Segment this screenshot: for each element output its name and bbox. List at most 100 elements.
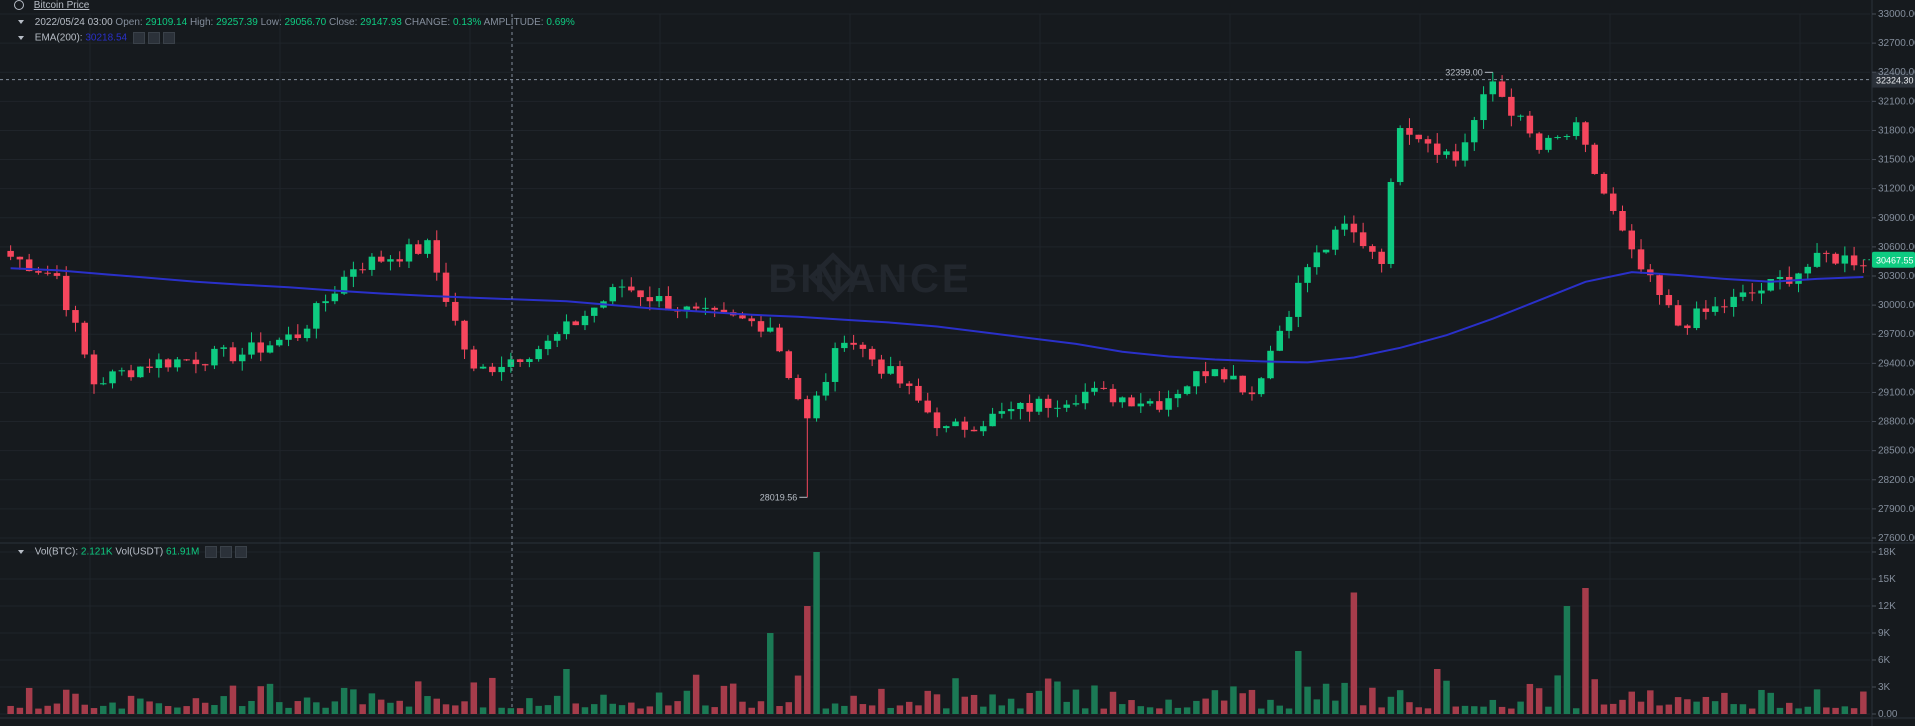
y-tick-label: 27900.00 [1878, 504, 1915, 515]
crosshair-price-label: 32324.30 [1876, 76, 1914, 86]
volume-bar [1693, 701, 1700, 714]
change-value: 0.13% [452, 17, 482, 28]
volume-bar [507, 708, 515, 714]
volume-bar [943, 708, 950, 714]
ema-visibility-icon[interactable] [132, 32, 145, 44]
candle [53, 273, 61, 276]
candle [868, 348, 876, 360]
candle [850, 342, 857, 345]
vol-tick-label: 0.00 [1878, 709, 1898, 720]
candle [794, 378, 802, 400]
volume-bar [757, 701, 765, 714]
volume-bar [989, 694, 996, 714]
candle [1183, 386, 1191, 394]
volume-bar [1007, 698, 1015, 714]
candle [1813, 252, 1821, 267]
volume-bar [683, 690, 691, 714]
volume-bar [498, 707, 505, 714]
volume-bar [1248, 689, 1256, 714]
volume-bar [887, 707, 894, 714]
chart-settings-icon[interactable] [14, 0, 24, 11]
ema-settings-icon[interactable] [147, 32, 160, 44]
volume-bar [155, 703, 163, 714]
volume-bar [1850, 708, 1858, 714]
candle [822, 381, 830, 396]
volume-bar [1424, 708, 1432, 714]
candle [220, 347, 227, 349]
volume-bar [377, 699, 385, 714]
volume-bar [1387, 696, 1395, 714]
vol-settings-icon[interactable] [220, 546, 233, 558]
volume-bar [1832, 707, 1839, 714]
candle [581, 315, 589, 326]
vol-close-icon[interactable] [235, 546, 248, 558]
volume-bar [489, 677, 496, 714]
volume-bar [1081, 708, 1089, 714]
volume-bar [1591, 679, 1598, 714]
volume-bar [303, 697, 311, 714]
candle [25, 259, 33, 272]
close-value: 29147.93 [360, 17, 402, 28]
volume-bar [1628, 691, 1636, 714]
candle [452, 301, 459, 321]
volume-bar [1471, 706, 1478, 714]
volume-bar [526, 698, 533, 714]
volume-bar [1776, 707, 1784, 714]
vol-btc-value: 2.121K [80, 546, 113, 558]
volume-bar [1526, 683, 1534, 714]
candle [1156, 401, 1163, 410]
candle [859, 344, 867, 349]
candle [1220, 369, 1228, 380]
candle [387, 259, 394, 262]
candle [943, 426, 950, 429]
candle [989, 413, 996, 427]
volume-bar [1489, 699, 1497, 714]
volume-bar [1100, 708, 1107, 714]
volume-bar [266, 683, 274, 714]
volume-bar [767, 633, 774, 714]
vol-collapse-icon[interactable] [18, 550, 24, 554]
candle [1767, 279, 1774, 291]
vol-visibility-icon[interactable] [205, 546, 218, 558]
volume-bar [813, 552, 820, 714]
y-tick-label: 29400.00 [1878, 358, 1915, 369]
candle [628, 286, 635, 291]
volume-bar [1017, 708, 1024, 714]
candle [1619, 211, 1626, 231]
volume-bar [1174, 707, 1182, 714]
volume-bar [1109, 691, 1117, 714]
open-label: Open: [115, 17, 143, 28]
volume-bar [1433, 669, 1441, 714]
volume-bar [581, 707, 589, 714]
candle [1702, 308, 1710, 312]
candle [1063, 404, 1070, 408]
candle [952, 421, 959, 427]
volume-bar [137, 698, 144, 714]
volume-bar [1758, 689, 1765, 714]
collapse-icon[interactable] [18, 20, 24, 25]
volume-bar [1304, 686, 1311, 714]
candle [841, 342, 848, 349]
candle [683, 306, 691, 312]
candle [442, 272, 450, 302]
volume-bar [424, 696, 431, 714]
volume-bar [201, 702, 209, 714]
candle [192, 359, 200, 365]
candle [313, 303, 320, 329]
candle [1165, 398, 1172, 410]
y-tick-label: 28200.00 [1878, 475, 1915, 486]
volume-bar [414, 681, 422, 714]
candle [1081, 391, 1089, 404]
candle [1489, 81, 1497, 95]
volume-bar [1795, 708, 1802, 714]
candle [1841, 255, 1849, 264]
ema-collapse-icon[interactable] [18, 36, 24, 40]
candle [1044, 398, 1052, 408]
volume-bar [868, 705, 876, 714]
ema-close-icon[interactable] [162, 32, 175, 44]
watermark-logo-icon [808, 252, 858, 302]
volume-bar [1711, 701, 1719, 714]
chart-title[interactable]: Bitcoin Price [33, 0, 90, 11]
volume-bar [1359, 705, 1367, 714]
